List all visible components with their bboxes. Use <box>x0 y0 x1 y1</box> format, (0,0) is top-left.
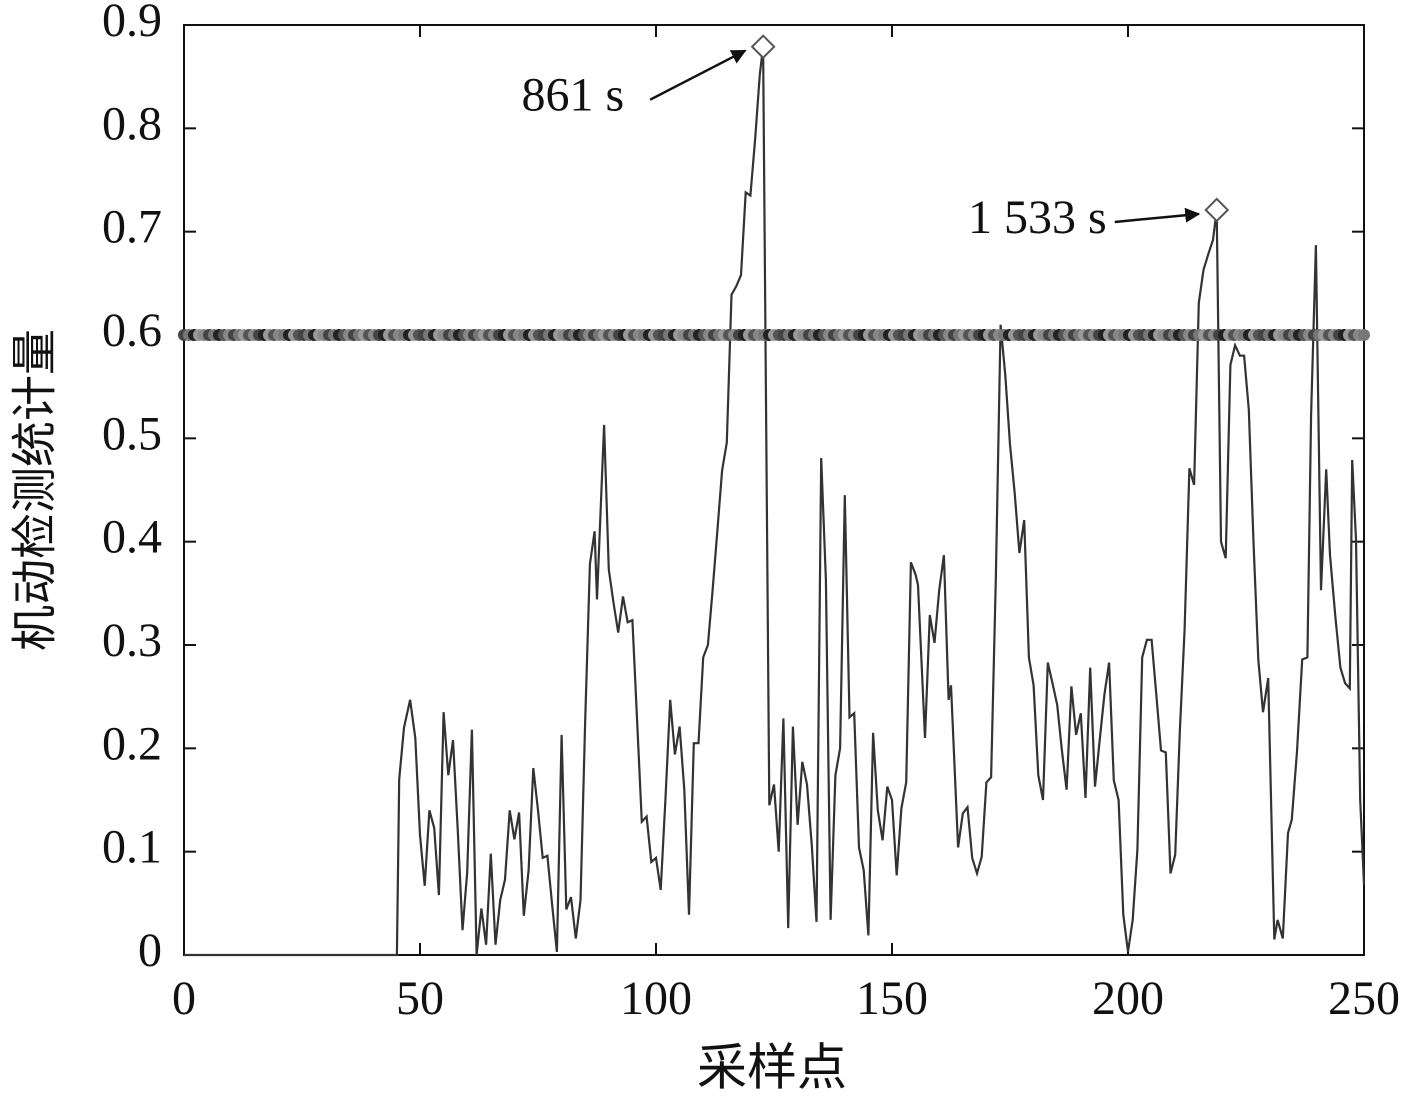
peak-marker <box>750 34 776 60</box>
x-tick-label: 100 <box>620 972 692 1025</box>
y-tick-label: 0.7 <box>102 201 162 254</box>
threshold-dot <box>1358 329 1370 341</box>
y-tick-label: 0.2 <box>102 717 162 770</box>
y-tick-label: 0.5 <box>102 407 162 460</box>
y-tick-label: 0.4 <box>102 511 162 564</box>
y-tick-label: 0.6 <box>102 304 162 357</box>
y-tick-label: 0 <box>138 924 162 977</box>
y-tick-label: 0.3 <box>102 614 162 667</box>
annotation-arrow <box>1114 207 1201 224</box>
y-tick-label: 0.9 <box>102 0 162 47</box>
x-tick-label: 200 <box>1092 972 1164 1025</box>
y-axis-label: 机动检测统计量 <box>10 329 61 651</box>
y-tick-label: 0.1 <box>102 821 162 874</box>
peak-marker <box>1204 197 1230 223</box>
annotation-arrow <box>649 49 747 101</box>
y-tick-label: 0.8 <box>102 97 162 150</box>
plot-frame <box>183 24 1365 956</box>
data-line <box>184 46 1366 957</box>
x-tick-label: 50 <box>396 972 444 1025</box>
x-tick-label: 250 <box>1328 972 1400 1025</box>
annotation-label: 861 s <box>521 69 624 122</box>
annotation-label: 1 533 s <box>968 191 1107 244</box>
x-tick-label: 0 <box>172 972 196 1025</box>
x-axis-label: 采样点 <box>697 1039 847 1095</box>
x-tick-label: 150 <box>856 972 928 1025</box>
